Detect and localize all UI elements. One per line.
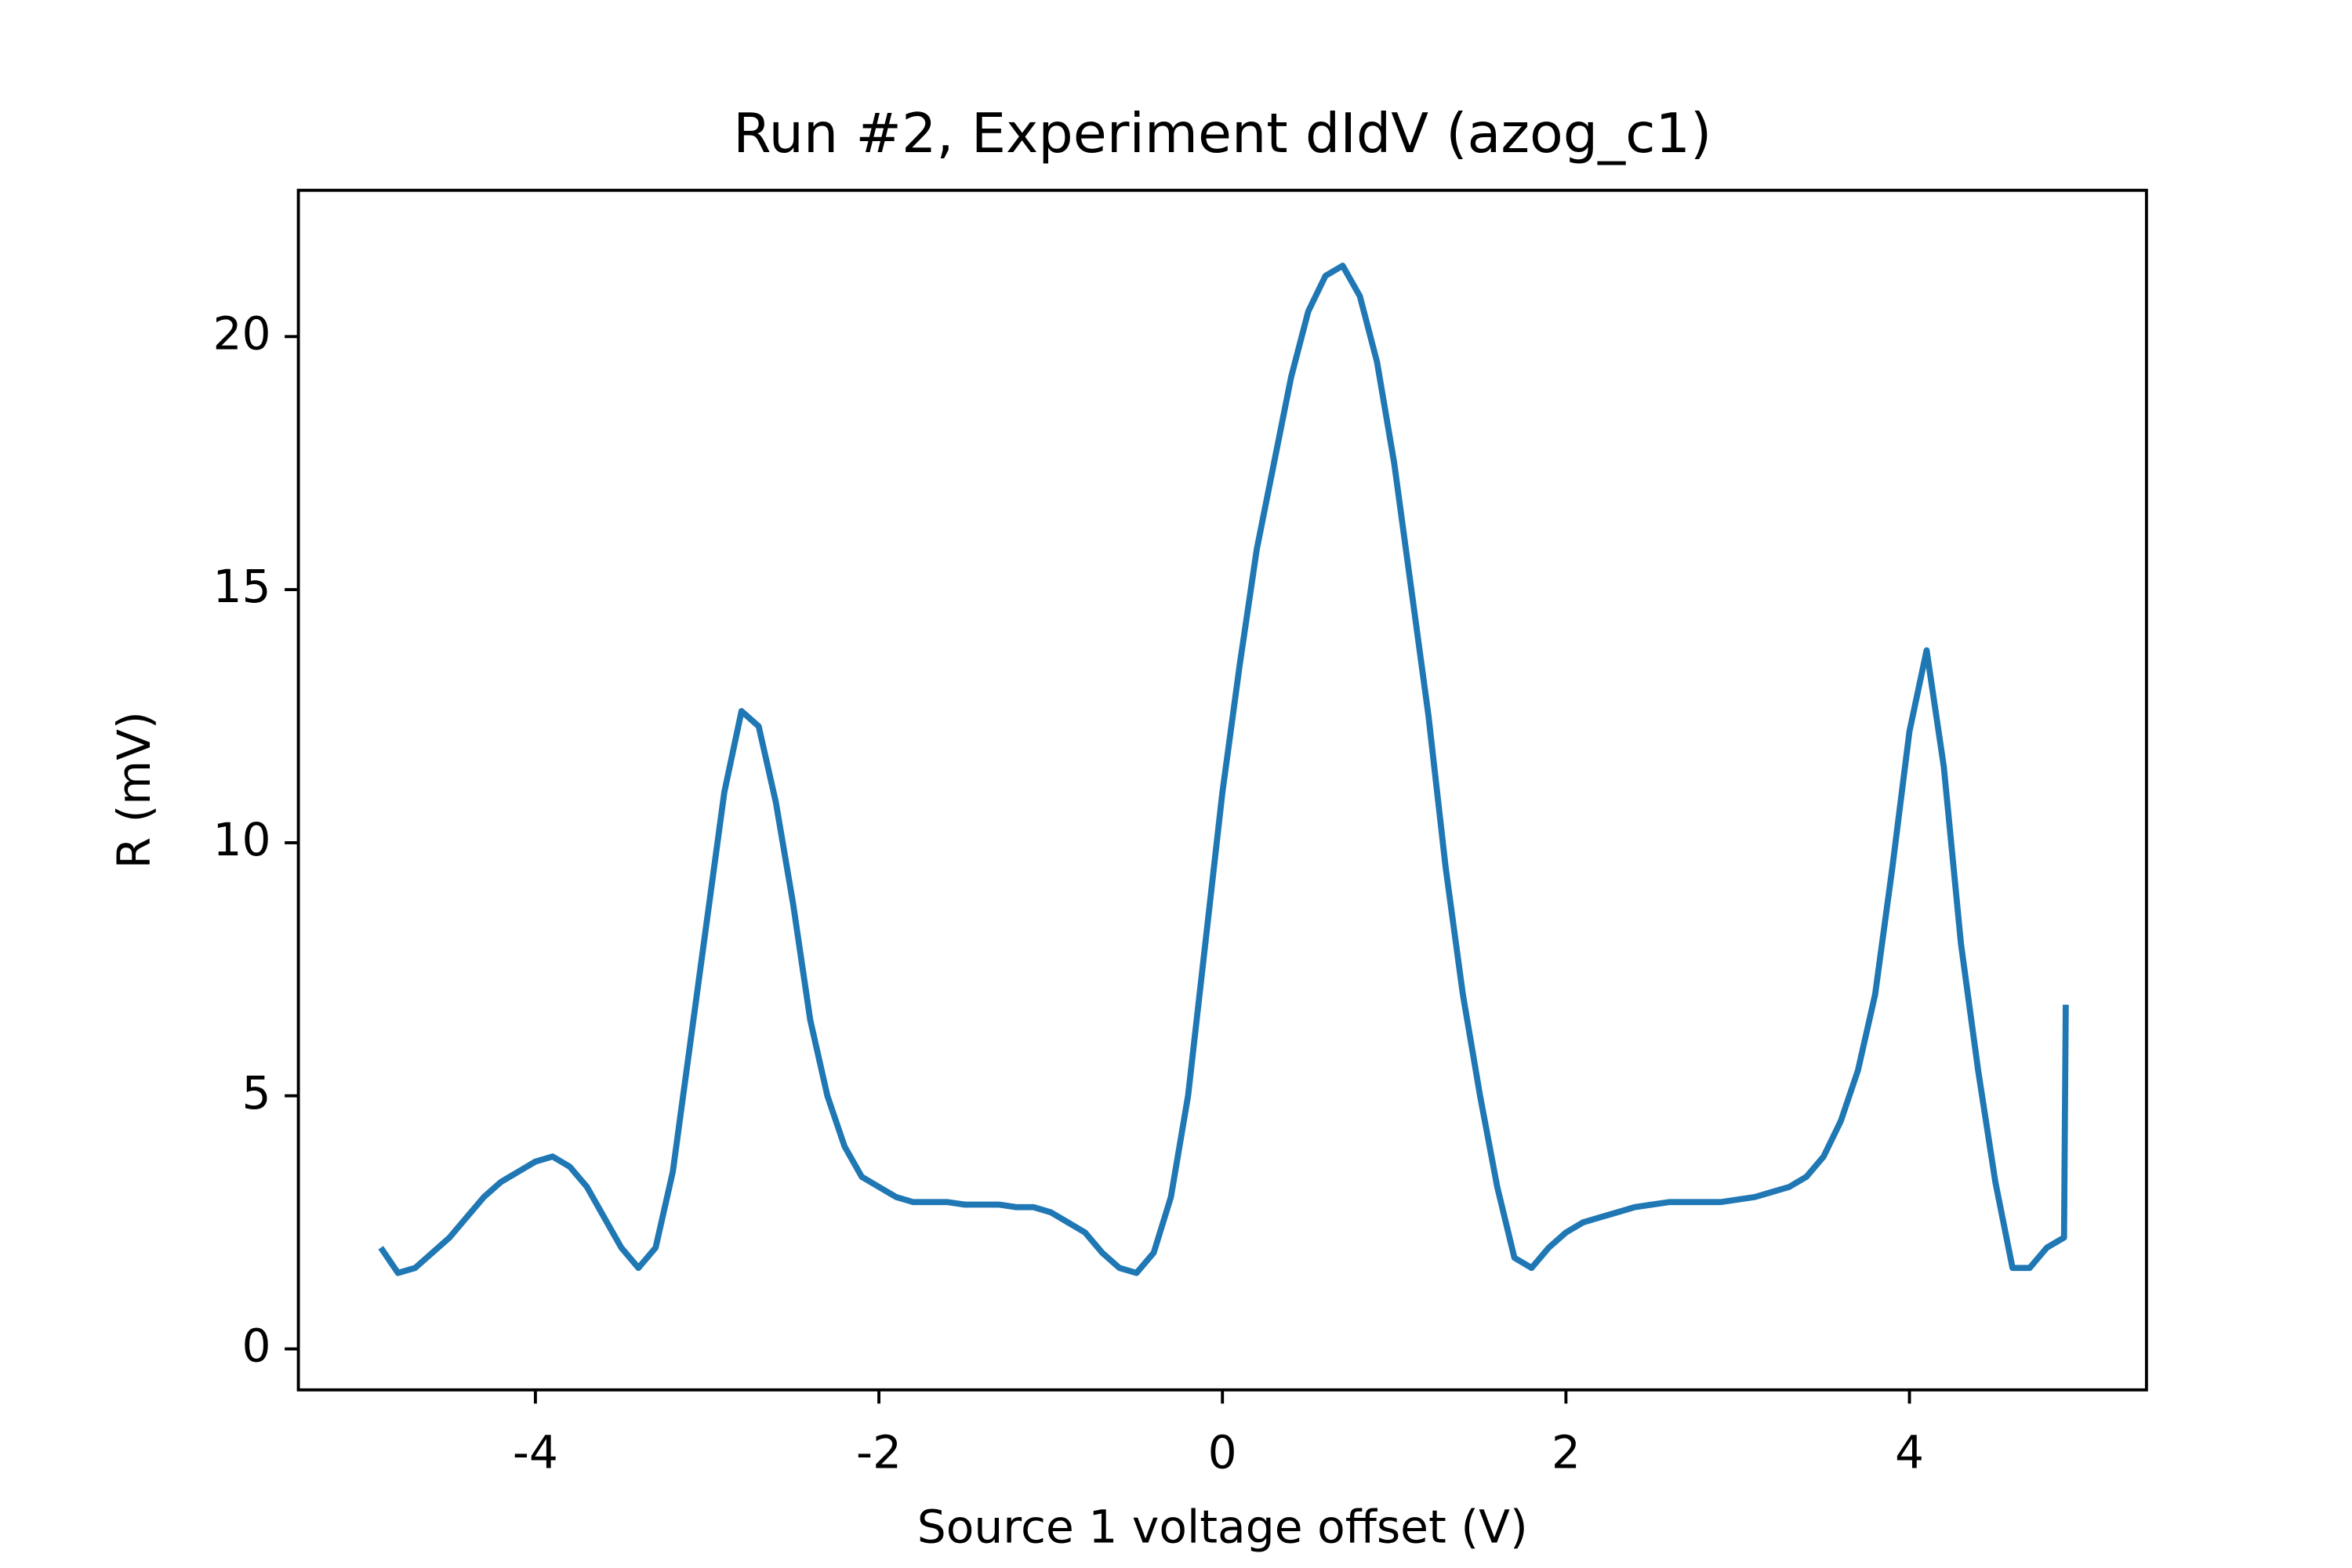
x-tick-label: 2 xyxy=(1552,1425,1581,1479)
chart-title: Run #2, Experiment dIdV (azog_c1) xyxy=(733,102,1711,165)
y-tick-label: 5 xyxy=(242,1066,271,1120)
data-line xyxy=(378,263,2069,1276)
plot-frame xyxy=(296,188,2148,1392)
y-tick-label: 0 xyxy=(242,1319,271,1373)
x-tick-label: 0 xyxy=(1208,1425,1237,1479)
x-tick-label: -4 xyxy=(513,1425,558,1479)
x-tick-label: -2 xyxy=(856,1425,902,1479)
y-tick-label: 10 xyxy=(213,813,271,866)
y-tick-label: 15 xyxy=(213,560,271,613)
y-axis-label: R (mV) xyxy=(107,711,161,869)
y-tick-label: 20 xyxy=(213,307,271,360)
x-axis-label: Source 1 voltage offset (V) xyxy=(917,1501,1528,1554)
x-tick-label: 4 xyxy=(1895,1425,1924,1479)
